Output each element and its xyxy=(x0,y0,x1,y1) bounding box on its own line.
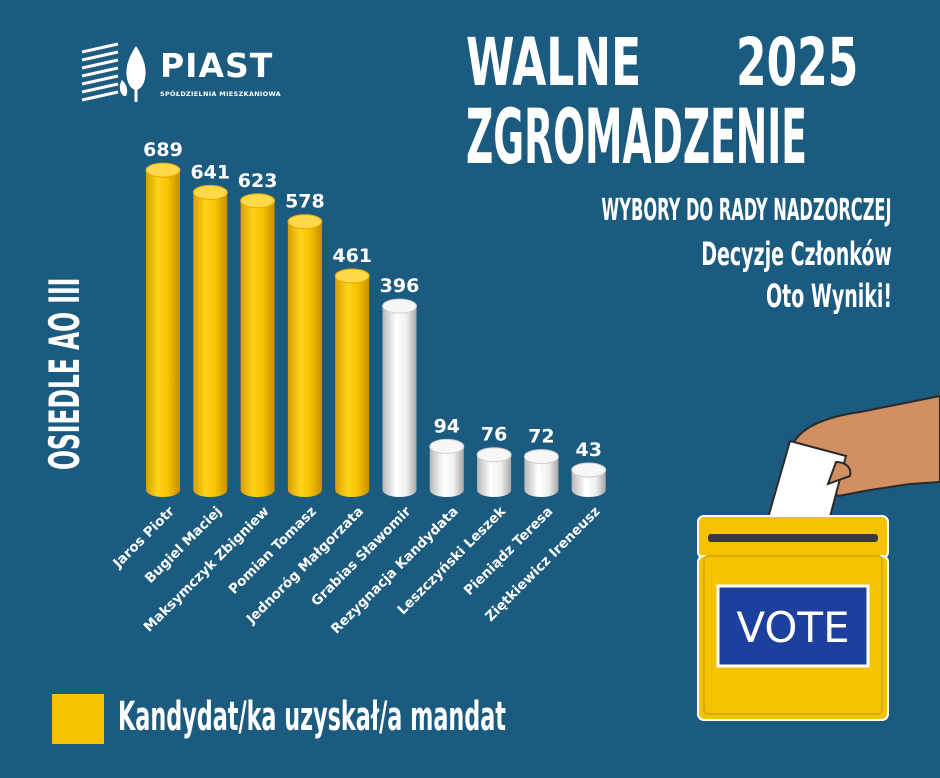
bar-body xyxy=(287,221,322,497)
value-label: 689 xyxy=(143,139,183,161)
value-label: 396 xyxy=(380,275,420,297)
bar-cap xyxy=(429,438,465,454)
bar-body xyxy=(477,454,512,497)
legend-swatch-elected xyxy=(52,694,104,744)
bar-body xyxy=(429,446,464,497)
category-label: Pomian Tomasz xyxy=(226,503,320,597)
bar-body xyxy=(524,456,559,497)
subtitle: WYBORY DO RADY NADZORCZEJ xyxy=(601,193,892,228)
value-label: 43 xyxy=(575,439,601,461)
legend-label: Kandydat/ka uzyskał/a mandat xyxy=(118,694,506,740)
bar-9 xyxy=(523,449,559,497)
tagline-line2: Oto Wyniki! xyxy=(765,277,892,315)
tagline-line1: Decyzje Członków xyxy=(701,235,892,273)
brand-tagline: SPÓŁDZIELNIA MIESZKANIOWA xyxy=(160,90,281,98)
building-tree-icon xyxy=(81,42,146,102)
bar-cap xyxy=(523,449,559,465)
bar-1 xyxy=(145,162,181,497)
bar-cap xyxy=(145,162,181,178)
bar-body xyxy=(193,192,228,497)
bar-10 xyxy=(571,462,607,497)
bar-cap xyxy=(334,268,370,284)
bar-cap xyxy=(571,462,607,478)
bar-body xyxy=(571,470,606,497)
bar-cap xyxy=(476,447,512,463)
bar-6 xyxy=(382,298,417,497)
title-year: 2025 xyxy=(736,24,859,101)
bar-5 xyxy=(334,268,370,497)
category-label: Pieniądz Teresa xyxy=(461,504,556,599)
value-label: 578 xyxy=(285,191,325,213)
value-label: 76 xyxy=(481,424,507,446)
brand-logo: PIAST SPÓŁDZIELNIA MIESZKANIOWA xyxy=(78,40,288,110)
bar-body xyxy=(240,200,275,497)
value-label: 72 xyxy=(528,426,554,448)
value-label: 461 xyxy=(332,245,372,267)
bar-7 xyxy=(429,438,465,497)
bar-2 xyxy=(192,184,228,497)
bar-4 xyxy=(287,214,323,497)
value-label: 641 xyxy=(190,161,230,183)
value-label: 94 xyxy=(434,415,460,437)
bar-8 xyxy=(476,447,512,497)
value-label: 623 xyxy=(238,170,278,192)
bar-cap xyxy=(382,298,417,314)
bar-3 xyxy=(240,193,276,497)
brand-name: PIAST xyxy=(160,46,274,85)
bar-body xyxy=(146,170,180,497)
bar-cap xyxy=(287,214,323,230)
bar-body xyxy=(335,275,370,497)
title-zgromadzenie: ZGROMADZENIE xyxy=(466,92,807,181)
bar-body xyxy=(382,306,417,497)
bar-cap xyxy=(240,193,276,209)
bar-cap xyxy=(192,184,228,200)
title-walne: WALNE xyxy=(466,24,642,101)
